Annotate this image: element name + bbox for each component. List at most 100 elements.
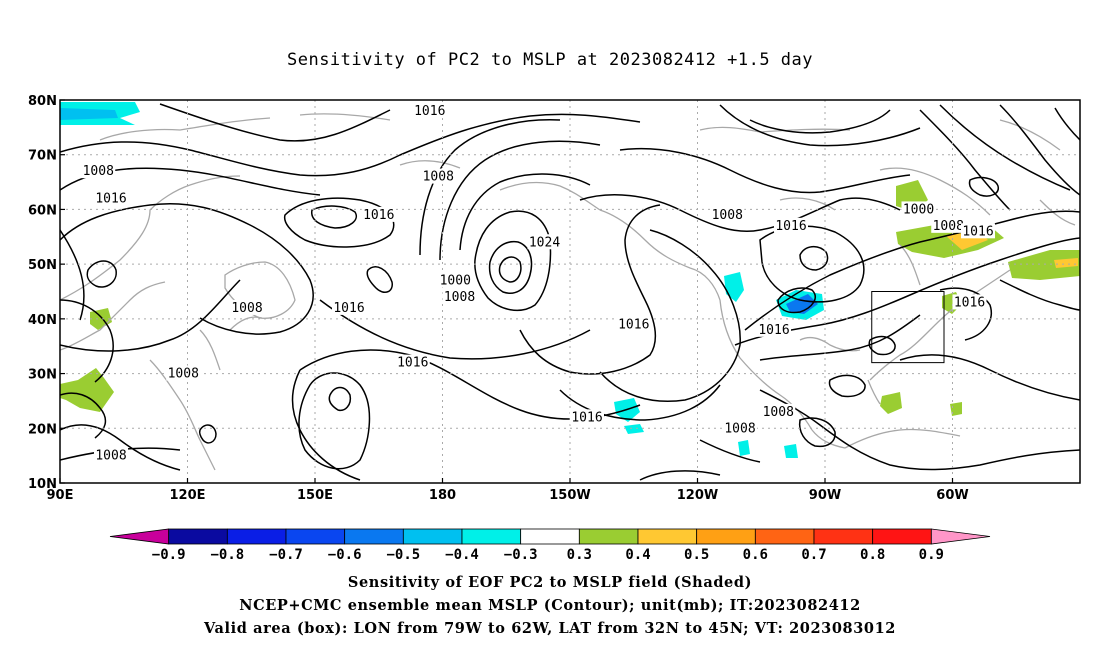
contour-label: 1016 <box>618 317 649 332</box>
contour-label-bg <box>570 409 604 425</box>
colorbar-swatch <box>344 528 404 545</box>
colorbar-tick-label: 0.9 <box>919 547 944 563</box>
shade-positive-bahamas-2 <box>950 402 962 416</box>
contour-label-bg <box>774 217 808 233</box>
colorbar-swatch <box>402 528 463 545</box>
colorbar-swatch <box>109 528 170 545</box>
shade-positive-bahamas <box>880 392 902 414</box>
colorbar-swatch <box>520 528 580 545</box>
lat-tick-label: 40N <box>28 313 57 328</box>
shade-positive-atlantic <box>1008 250 1080 280</box>
shade-negative-pacific-2 <box>624 424 644 434</box>
contour-label-bg <box>81 163 116 179</box>
lat-tick-label: 70N <box>28 149 57 164</box>
caption-line-2: NCEP+CMC ensemble mean MSLP (Contour); u… <box>239 597 861 614</box>
colorbar-swatch <box>872 528 932 545</box>
contour-label-bg <box>616 316 651 332</box>
contour-label-bg <box>166 365 201 381</box>
colorbar-tick-label: −0.5 <box>386 547 420 563</box>
contour-label-bg <box>438 272 473 288</box>
shade-negative-arctic-core <box>60 108 118 120</box>
contour-label-bg <box>757 321 791 337</box>
colorbar-swatch <box>285 528 346 545</box>
contour-label-bg <box>94 447 128 463</box>
lon-tick-label: 90E <box>47 488 74 503</box>
contour-label: 1008 <box>231 301 262 316</box>
lat-tick-label: 60N <box>28 203 57 218</box>
contour-label: 1016 <box>363 208 394 223</box>
contour-label-bg <box>961 223 995 239</box>
colorbar-swatch <box>696 528 756 545</box>
colorbar-labels: −0.9 −0.8 −0.7 −0.6 −0.5 −0.4 −0.3 0.3 0.4 0.5 0.6… <box>152 547 944 563</box>
contour-label: 1008 <box>763 405 794 420</box>
colorbar <box>109 528 991 545</box>
contour-label: 1008 <box>724 421 755 436</box>
shade-negative-mexico <box>738 440 750 456</box>
colorbar-tick-label: 0.4 <box>625 547 650 563</box>
shade-positive-atlantic-core <box>1054 258 1078 268</box>
contour-label-bg <box>723 420 757 436</box>
colorbar-swatch <box>813 528 874 545</box>
contour-label-bg <box>901 201 936 217</box>
colorbar-tick-label: 0.6 <box>743 547 768 563</box>
colorbar-swatch <box>930 528 991 545</box>
colorbar-tick-label: −0.4 <box>445 547 479 563</box>
sensitivity-map: 1016100810161008101610241008101610001008… <box>28 94 1081 563</box>
lon-tick-label: 150W <box>549 488 590 503</box>
contour-label-bg <box>931 217 966 233</box>
contour-label-bg <box>230 299 264 315</box>
lat-axis-labels: 80N 70N 60N 50N 40N 30N 20N 10N <box>28 94 65 492</box>
contour-label-bg <box>412 102 447 118</box>
contour-label-bg <box>361 206 396 222</box>
contour-label: 1016 <box>775 219 806 234</box>
contour-label: 1008 <box>95 449 126 464</box>
colorbar-tick-label: 0.8 <box>860 547 885 563</box>
lon-tick-label: 150E <box>297 488 333 503</box>
contour-label-bg <box>442 288 477 304</box>
colorbar-tick-label: −0.6 <box>328 547 362 563</box>
colorbar-tick-label: 0.3 <box>567 547 592 563</box>
contour-label-bg <box>395 354 430 370</box>
contour-label-bg <box>94 190 128 206</box>
lat-tick-label: 50N <box>28 258 57 273</box>
contour-label-bg <box>761 403 796 419</box>
colorbar-tick-label: 0.7 <box>801 547 826 563</box>
lon-axis-labels: 90E 120E 150E 180 150W 120W 90W 60W <box>47 478 969 503</box>
lon-tick-label: 120E <box>169 488 205 503</box>
colorbar-tick-label: −0.9 <box>152 547 186 563</box>
colorbar-tick-label: −0.3 <box>504 547 538 563</box>
shade-positive-china <box>60 368 114 412</box>
contour-label-bg <box>527 234 562 250</box>
lon-tick-label: 120W <box>677 488 718 503</box>
lon-tick-label: 180 <box>429 488 456 503</box>
lat-tick-label: 20N <box>28 422 57 437</box>
contour-label-bg <box>421 168 456 184</box>
contour-label: 1008 <box>168 367 199 382</box>
contour-labels: 1016100810161008101610241008101610001008… <box>81 102 995 464</box>
contour-label: 1000 <box>903 202 934 217</box>
colorbar-swatch <box>578 528 639 545</box>
colorbar-swatch <box>226 528 287 545</box>
contour-label: 1016 <box>954 295 985 310</box>
lat-tick-label: 10N <box>28 477 57 492</box>
contour-label: 1008 <box>423 170 454 185</box>
caption-line-3: Valid area (box): LON from 79W to 62W, L… <box>204 620 896 637</box>
contour-label: 1000 <box>440 274 471 289</box>
coastlines <box>60 113 1076 471</box>
contour-label: 1008 <box>444 290 475 305</box>
contour-label: 1016 <box>414 104 445 119</box>
contour-label: 1016 <box>962 224 993 239</box>
mslp-contours <box>60 103 1080 481</box>
colorbar-tick-label: 0.5 <box>684 547 709 563</box>
colorbar-swatch <box>168 528 228 545</box>
contour-label: 1008 <box>933 219 964 234</box>
contour-label: 1016 <box>333 301 364 316</box>
contour-label: 1016 <box>758 323 789 338</box>
contour-label: 1016 <box>95 191 126 206</box>
contour-label: 1016 <box>397 356 428 371</box>
shade-negative-caribbean <box>784 444 798 458</box>
chart-title: Sensitivity of PC2 to MSLP at 2023082412… <box>286 50 813 70</box>
colorbar-tick-label: −0.7 <box>269 547 303 563</box>
contour-label: 1016 <box>571 410 602 425</box>
contour-label: 1024 <box>529 235 560 250</box>
